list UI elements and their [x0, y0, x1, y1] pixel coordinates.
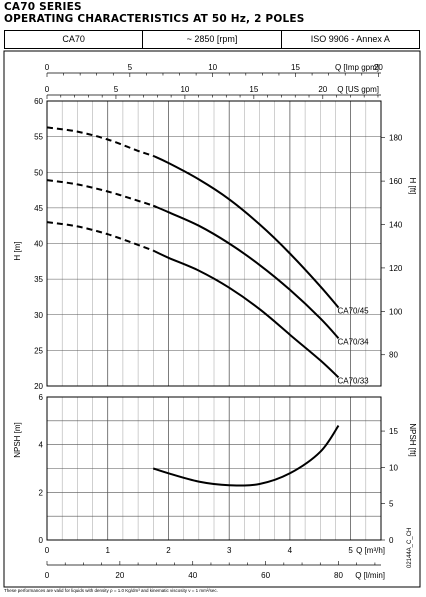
us-gpm-tick-label: 15 [249, 85, 258, 94]
head-plot: 20 25 30 35 40 45 50 55 60 H [m] 80 100 120 140 160 180… [13, 97, 417, 391]
footer-note: These performances are valid for liquids… [4, 588, 218, 593]
npsh-y-tick-label: 6 [39, 393, 44, 402]
imp-gpm-axis-label: Q [Imp gpm] [335, 63, 379, 72]
head-y-tick-label: 25 [34, 346, 43, 355]
head-y-tick-label: 40 [34, 240, 43, 249]
imp-gpm-tick-label: 20 [374, 63, 383, 72]
us-gpm-tick-label: 20 [318, 85, 327, 94]
chart-title-series: CA70 SERIES [4, 1, 82, 13]
head-y-tick-label: 55 [34, 133, 43, 142]
m3h-axis-label: Q [m³/h] [356, 546, 385, 555]
chart-title-characteristics: OPERATING CHARACTERISTICS AT 50 Hz, 2 PO… [4, 13, 305, 25]
lmin-axis-label: Q [l/min] [355, 571, 385, 580]
head-y-tick-label: 35 [34, 275, 43, 284]
m3h-tick-label: 3 [227, 546, 232, 555]
header-model: CA70 [5, 31, 144, 48]
npsh-y-tick-label: 0 [39, 536, 44, 545]
imp-gpm-tick-label: 0 [45, 63, 50, 72]
head-y-tick-label: 30 [34, 311, 43, 320]
lmin-tick-label: 60 [261, 571, 270, 580]
head-y-tick-label: 20 [34, 382, 43, 391]
lmin-tick-label: 0 [45, 571, 50, 580]
lmin-tick-label: 40 [188, 571, 197, 580]
series-line-CA70/45 [152, 154, 340, 309]
npsh-ft-axis-label: NPSH [ft] [408, 423, 417, 456]
us-gpm-tick-label: 10 [180, 85, 189, 94]
series-line-dashed-CA70/33 [46, 221, 154, 252]
header-standard: ISO 9906 - Annex A [310, 34, 390, 44]
series-line-dashed-CA70/45 [46, 126, 154, 157]
head-plot-frame [46, 100, 382, 387]
m3h-tick-label: 0 [45, 546, 50, 555]
head-ft-tick-label: 160 [389, 177, 403, 186]
head-y-tick-label: 50 [34, 168, 43, 177]
us-gpm-tick-label: 0 [45, 85, 50, 94]
series-line-CA70/34 [152, 204, 340, 339]
head-y-tick-label: 45 [34, 204, 43, 213]
head-y-axis-label: H [m] [13, 241, 22, 260]
npsh-y-tick-label: 4 [39, 441, 44, 450]
head-ft-tick-label: 100 [389, 307, 403, 316]
drawing-code: 02144A_C_CH [407, 527, 413, 568]
head-ft-axis-label: H [ft] [408, 178, 417, 195]
m3h-tick-label: 4 [288, 546, 293, 555]
series-line-npsh [152, 425, 340, 487]
head-ft-tick-label: 120 [389, 264, 403, 273]
series-label-CA70/34: CA70/34 [337, 337, 369, 346]
us-gpm-tick-label: 5 [114, 85, 119, 94]
spec-header: CA70 ~ 2850 [rpm] ISO 9906 - Annex A [4, 30, 420, 49]
m3h-tick-label: 5 [348, 546, 353, 555]
npsh-plot-frame [46, 396, 382, 541]
head-ft-tick-label: 140 [389, 221, 403, 230]
series-line-dashed-CA70/34 [46, 179, 154, 207]
lmin-tick-label: 80 [334, 571, 343, 580]
lmin-tick-label: 20 [115, 571, 124, 580]
npsh-ft-tick-label: 10 [389, 463, 398, 472]
imp-gpm-tick-label: 5 [128, 63, 133, 72]
head-y-tick-label: 60 [34, 97, 43, 106]
head-ft-tick-label: 80 [389, 351, 398, 360]
series-line-CA70/33 [152, 249, 340, 379]
m3h-tick-label: 1 [106, 546, 111, 555]
npsh-y-axis-label: NPSH [m] [13, 422, 22, 458]
series-label-CA70/45: CA70/45 [337, 307, 369, 316]
outer-frame [3, 50, 421, 588]
npsh-plot: 0 2 4 6 NPSH [m] 0 5 10 15 NPSH [ft] [13, 393, 417, 545]
head-ft-tick-label: 180 [389, 134, 403, 143]
header-speed: ~ 2850 [rpm] [143, 31, 282, 48]
npsh-ft-tick-label: 5 [389, 500, 394, 509]
npsh-ft-tick-label: 0 [389, 536, 394, 545]
series-label-CA70/33: CA70/33 [337, 376, 369, 385]
imp-gpm-tick-label: 15 [291, 63, 300, 72]
npsh-y-tick-label: 2 [39, 488, 44, 497]
npsh-ft-tick-label: 15 [389, 427, 398, 436]
us-gpm-axis-label: Q [US gpm] [337, 85, 379, 94]
m3h-tick-label: 2 [166, 546, 171, 555]
imp-gpm-tick-label: 10 [208, 63, 217, 72]
